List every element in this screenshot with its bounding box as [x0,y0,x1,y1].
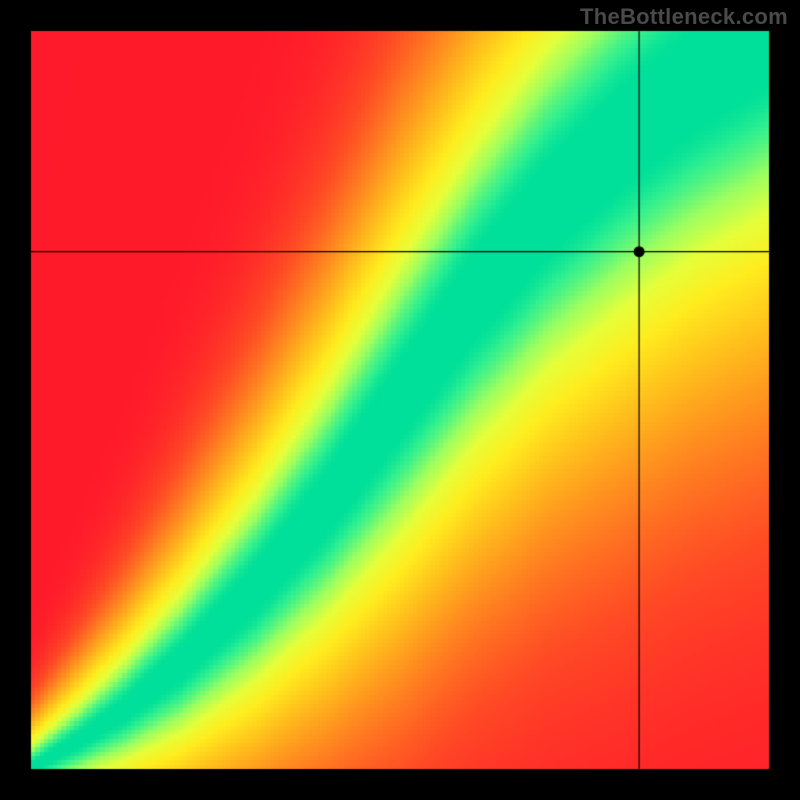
watermark-text: TheBottleneck.com [580,4,788,30]
chart-container: TheBottleneck.com [0,0,800,800]
overlay-canvas [0,0,800,800]
